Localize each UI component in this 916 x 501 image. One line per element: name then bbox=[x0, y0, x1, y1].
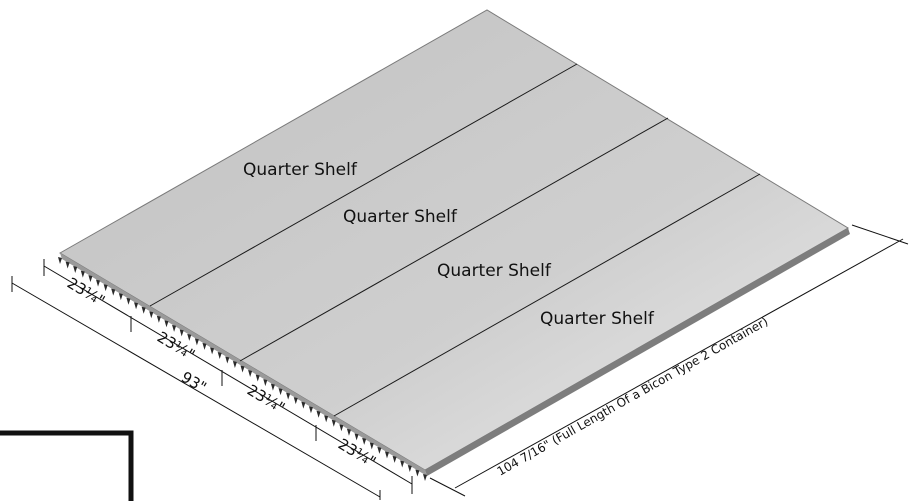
corrugation-tooth bbox=[88, 275, 93, 283]
corrugation-tooth bbox=[240, 365, 245, 373]
corrugation-tooth bbox=[164, 320, 169, 328]
corrugation-tooth bbox=[255, 374, 260, 382]
shelf-label-4: Quarter Shelf bbox=[540, 309, 655, 329]
corrugation-tooth bbox=[179, 329, 184, 337]
corrugation-tooth bbox=[270, 383, 275, 391]
corrugation-tooth bbox=[346, 428, 351, 436]
divider-line-3 bbox=[333, 173, 761, 417]
corrugation-tooth bbox=[286, 392, 291, 400]
corrugation-tooth bbox=[225, 356, 230, 364]
corrugation-tooth bbox=[308, 406, 313, 414]
corrugation-tooth bbox=[210, 347, 215, 355]
corrugation-tooth bbox=[217, 351, 222, 359]
corrugation-tooth bbox=[73, 266, 78, 274]
corrugation-tooth bbox=[118, 293, 123, 301]
corrugation-tooth bbox=[354, 433, 359, 441]
corrugation-tooth bbox=[103, 284, 108, 292]
corrugation-tooth bbox=[134, 302, 139, 310]
corrugation-tooth bbox=[232, 360, 237, 368]
total-width-dimension: 93" bbox=[178, 368, 210, 397]
corrugation-tooth bbox=[384, 451, 389, 459]
corrugation-tooth bbox=[415, 469, 420, 477]
corrugation-tooth bbox=[324, 415, 329, 423]
corrugation-tooth bbox=[278, 388, 283, 396]
corrugation-tooth bbox=[263, 379, 268, 387]
black-frame bbox=[0, 430, 134, 501]
corrugation-tooth bbox=[400, 460, 405, 468]
corrugated-edge bbox=[58, 257, 427, 481]
corrugation-tooth bbox=[172, 324, 177, 332]
corrugation-tooth bbox=[156, 315, 161, 323]
shelf-panel-right-edge bbox=[425, 228, 850, 476]
corrugation-tooth bbox=[80, 270, 85, 278]
corrugation-tooth bbox=[126, 297, 131, 305]
shelf-label-3: Quarter Shelf bbox=[437, 261, 552, 281]
corrugation-tooth bbox=[194, 338, 199, 346]
corrugation-tooth bbox=[369, 442, 374, 450]
corrugation-tooth bbox=[96, 279, 101, 287]
divider-line-1 bbox=[149, 63, 578, 307]
corrugation-tooth bbox=[377, 446, 382, 454]
corrugation-tooth bbox=[339, 424, 344, 432]
shelf-label-1: Quarter Shelf bbox=[243, 160, 358, 180]
corrugation-tooth bbox=[58, 257, 62, 264]
corrugation-tooth bbox=[301, 401, 306, 409]
corrugation-tooth bbox=[65, 261, 70, 269]
shelf-panel-front-edge bbox=[60, 253, 427, 476]
corrugation-tooth bbox=[331, 419, 336, 427]
shelf-label-2: Quarter Shelf bbox=[343, 207, 458, 227]
corrugation-tooth bbox=[202, 342, 207, 350]
corrugation-tooth bbox=[141, 306, 146, 314]
corrugation-tooth bbox=[111, 288, 116, 296]
corrugation-tooth bbox=[187, 333, 192, 341]
section-dimension-lines bbox=[11, 259, 413, 500]
corrugation-tooth bbox=[316, 410, 321, 418]
length-dimension-line bbox=[429, 224, 909, 497]
corrugation-tooth bbox=[407, 464, 412, 472]
corrugation-tooth bbox=[423, 474, 427, 481]
corrugation-tooth bbox=[149, 311, 154, 319]
corrugation-tooth bbox=[392, 455, 397, 463]
corrugation-tooth bbox=[248, 370, 253, 378]
corrugation-tooth bbox=[293, 397, 298, 405]
divider-line-2 bbox=[239, 117, 669, 362]
corrugation-tooth bbox=[362, 437, 367, 445]
